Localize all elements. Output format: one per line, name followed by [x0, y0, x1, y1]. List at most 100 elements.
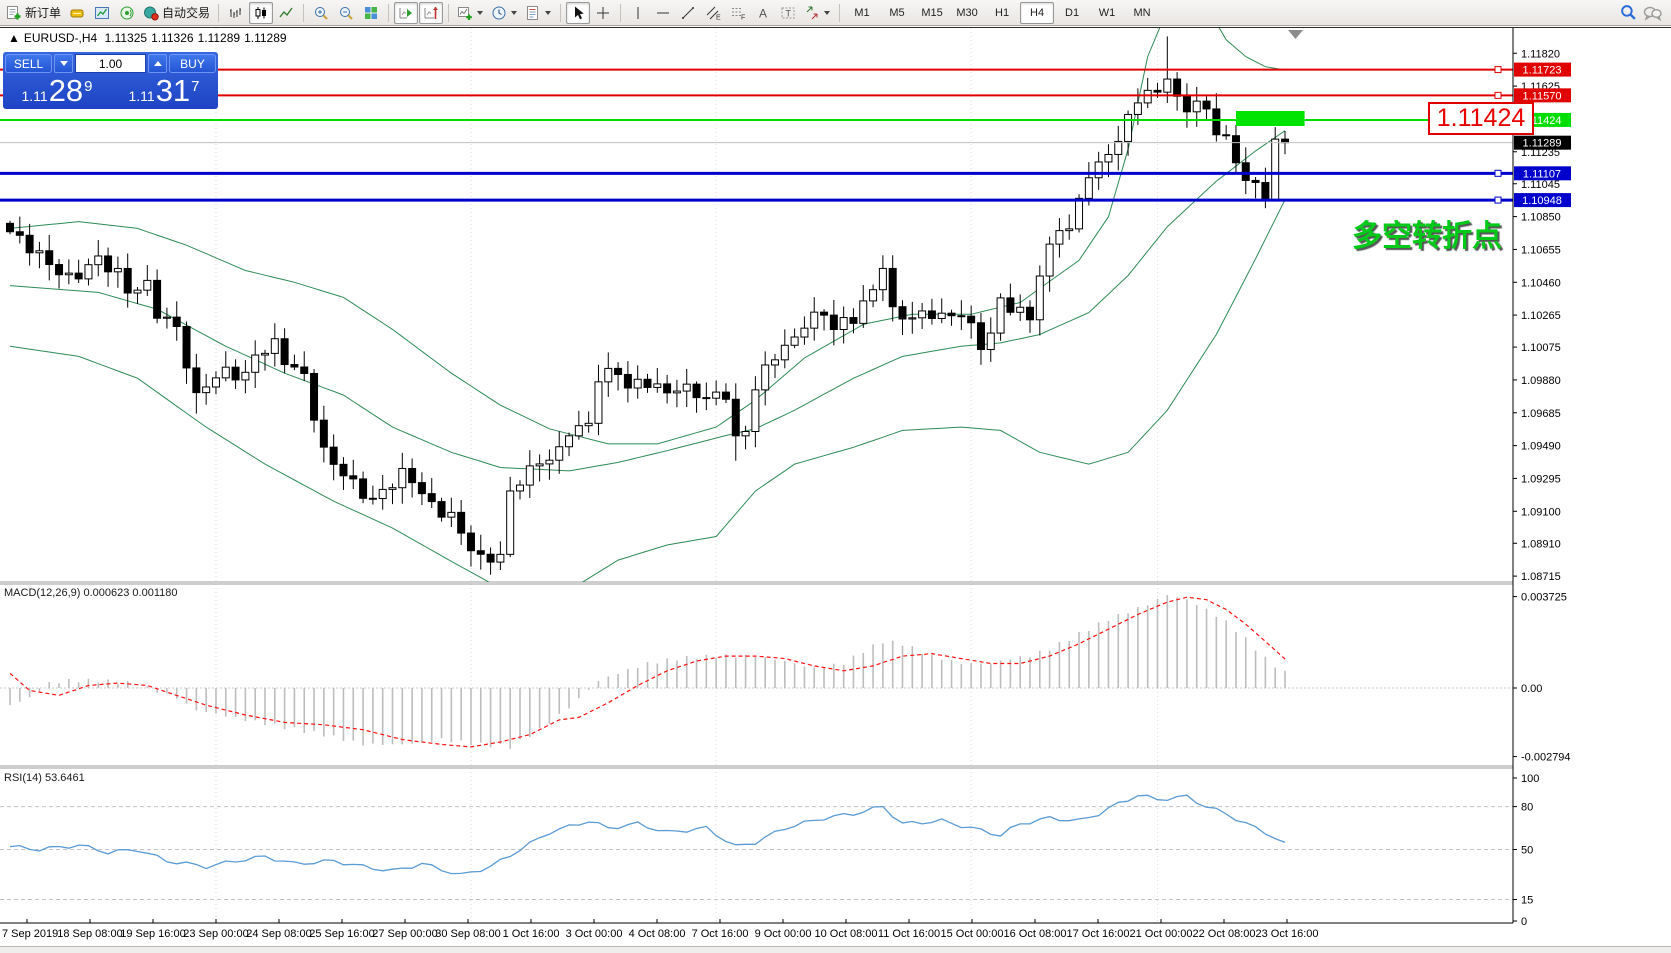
axis-tick-label: -0.002794 — [1521, 752, 1571, 764]
time-tick-label: 1 Oct 16:00 — [503, 928, 560, 940]
text-icon: A — [759, 6, 767, 20]
time-tick-label: 18 Sep 08:00 — [57, 928, 122, 940]
tab-timeframe-M1[interactable]: M1 — [854, 6, 870, 19]
arrows-tool-button[interactable] — [801, 2, 834, 24]
sell-price[interactable]: 1.11 28 9 — [5, 75, 109, 109]
templates-button[interactable] — [522, 2, 555, 24]
axis-tick-label: 0.00 — [1521, 683, 1542, 695]
sell-price-prefix: 1.11 — [21, 88, 48, 104]
tab-timeframe-H1[interactable]: H1 — [995, 6, 1010, 19]
toolbar-separator — [560, 3, 562, 22]
axis-tick-label: 1.09295 — [1521, 473, 1561, 485]
tab-timeframe-W1[interactable]: W1 — [1098, 6, 1116, 19]
axis-tick-label: 1.10655 — [1521, 244, 1561, 256]
chat-icon[interactable] — [1643, 5, 1662, 21]
ohlc-low: 1.11289 — [197, 31, 241, 45]
arrows-dropdown-caret-icon[interactable] — [824, 10, 831, 15]
price-annotation-box[interactable]: 1.11424 — [1428, 102, 1534, 135]
auto-scroll-button[interactable] — [394, 1, 419, 24]
candlestick-chart-button[interactable] — [249, 1, 274, 24]
signals-icon — [120, 6, 134, 19]
price-axis: 1.118201.116251.112351.110451.108501.106… — [0, 28, 1571, 928]
volume-increase-button[interactable] — [148, 54, 167, 73]
new-order-icon — [7, 5, 21, 19]
cursor-icon — [575, 6, 584, 19]
trendline-icon — [682, 6, 695, 19]
chart-window: 1.11820 1.11625 1.11235 1.11045 1.10850 1.106… — [0, 27, 1671, 953]
svg-text:F: F — [741, 14, 745, 21]
time-tick-label: 7 Oct 16:00 — [692, 928, 749, 940]
clock-icon — [492, 6, 506, 19]
text-label-tool-button[interactable]: T — [776, 2, 800, 24]
turning-point-annotation[interactable]: 多空转折点 — [1352, 220, 1502, 253]
highlight-rectangle-object[interactable] — [1235, 111, 1305, 127]
tab-timeframe-M30[interactable]: M30 — [956, 6, 978, 19]
svg-text:E: E — [716, 14, 721, 21]
tab-timeframe-D1[interactable]: D1 — [1065, 6, 1080, 19]
chart-shift-marker-icon[interactable] — [1288, 30, 1303, 39]
chart-shift-button[interactable] — [419, 1, 444, 24]
ohlc-high: 1.11326 — [151, 31, 194, 45]
trendline-tool-button[interactable] — [676, 2, 700, 24]
time-tick-label: 21 Oct 00:00 — [1130, 928, 1193, 940]
line-chart-button[interactable] — [274, 2, 298, 24]
autotrading-button[interactable]: 自动交易 — [140, 2, 213, 24]
search-icon[interactable] — [1620, 4, 1637, 21]
fibonacci-tool-button[interactable]: F — [726, 2, 750, 24]
signals-button[interactable] — [115, 2, 139, 24]
chart-window-icon — [95, 6, 110, 19]
text-tool-button[interactable]: A — [751, 2, 775, 24]
tab-timeframe-M5[interactable]: M5 — [889, 6, 905, 19]
periods-button[interactable] — [488, 2, 521, 24]
axis-tick-label: 0 — [1521, 916, 1527, 928]
bar-chart-button[interactable] — [224, 2, 248, 24]
axis-tick-label: 1.10850 — [1521, 212, 1561, 224]
chart-canvas[interactable]: 1.118201.116251.112351.110451.108501.106… — [0, 28, 1671, 951]
cursor-tool-button[interactable] — [566, 1, 591, 24]
time-tick-label: 23 Sep 00:00 — [183, 928, 248, 940]
tile-windows-button[interactable] — [359, 2, 383, 24]
toolbar-separator — [388, 3, 390, 22]
market-watch-button[interactable] — [65, 2, 89, 24]
indicators-button[interactable] — [454, 2, 487, 24]
volume-decrease-button[interactable] — [54, 54, 73, 73]
sell-button[interactable]: SELL — [5, 54, 52, 73]
buy-price-pip: 7 — [191, 78, 200, 95]
periods-dropdown-caret-icon[interactable] — [511, 10, 518, 15]
buy-price[interactable]: 1.11 31 7 — [112, 75, 216, 109]
autotrading-label: 自动交易 — [162, 6, 211, 20]
toolbar-separator — [218, 3, 220, 22]
axis-tick-label: 1.09490 — [1521, 441, 1561, 453]
auto-scroll-icon — [399, 7, 413, 18]
axis-tick-label: 15 — [1521, 895, 1533, 907]
candlestick-chart-icon — [255, 6, 267, 19]
tile-windows-icon — [365, 6, 378, 19]
horizontal-line-objects[interactable] — [0, 66, 1513, 204]
macd-signal-line — [9, 596, 1286, 748]
tab-timeframe-MN[interactable]: MN — [1133, 6, 1151, 19]
new-order-button[interactable]: 新订单 — [3, 2, 64, 24]
macd-histogram — [9, 595, 1286, 749]
channel-tool-button[interactable]: E — [701, 2, 725, 24]
axis-tick-label: 1.09880 — [1521, 375, 1561, 387]
axis-tick-label: 50 — [1521, 845, 1533, 857]
tab-timeframe-M15[interactable]: M15 — [921, 6, 943, 19]
buy-button[interactable]: BUY — [169, 54, 216, 73]
charts-window-button[interactable] — [90, 2, 114, 24]
volume-input[interactable] — [75, 54, 146, 73]
rsi-indicator-label: RSI(14) 53.6461 — [4, 772, 85, 784]
toolbar-separator — [303, 3, 305, 22]
symbol-title: ▲ EURUSD-,H4 1.11325 1.11326 1.11289 1.11289 — [8, 31, 291, 45]
time-tick-label: 23 Oct 16:00 — [1256, 928, 1319, 940]
crosshair-tool-button[interactable] — [591, 2, 615, 24]
tab-timeframe-H4[interactable]: H4 — [1020, 1, 1055, 24]
templates-dropdown-caret-icon[interactable] — [545, 10, 552, 15]
zoom-in-button[interactable] — [309, 2, 333, 24]
indicators-dropdown-caret-icon[interactable] — [477, 10, 484, 15]
axis-tick-label: 1.10075 — [1521, 342, 1561, 354]
zoom-out-button[interactable] — [334, 2, 358, 24]
horizontal-line-tool-button[interactable] — [651, 2, 675, 24]
vertical-line-tool-button[interactable] — [626, 2, 650, 24]
crosshair-icon — [597, 6, 610, 19]
